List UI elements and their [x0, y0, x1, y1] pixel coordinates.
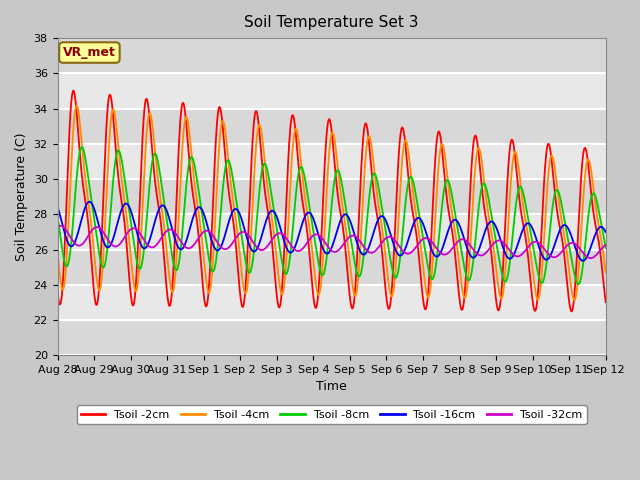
Tsoil -2cm	[69, 88, 77, 94]
Tsoil -8cm	[78, 144, 86, 150]
X-axis label: Time: Time	[316, 381, 347, 394]
Title: Soil Temperature Set 3: Soil Temperature Set 3	[244, 15, 419, 30]
Tsoil -32cm	[491, 240, 499, 245]
Tsoil -8cm	[602, 245, 609, 251]
Tsoil -32cm	[348, 233, 355, 239]
Tsoil -4cm	[360, 187, 367, 193]
Tsoil -32cm	[54, 224, 61, 230]
Tsoil -32cm	[554, 253, 561, 259]
Tsoil -16cm	[348, 222, 355, 228]
Legend: Tsoil -2cm, Tsoil -4cm, Tsoil -8cm, Tsoil -16cm, Tsoil -32cm: Tsoil -2cm, Tsoil -4cm, Tsoil -8cm, Tsoi…	[77, 405, 587, 424]
Bar	[58, 320, 605, 355]
Tsoil -32cm	[360, 243, 367, 249]
Tsoil -4cm	[491, 256, 499, 262]
Tsoil -16cm	[86, 199, 93, 204]
Tsoil -4cm	[602, 269, 609, 275]
Line: Tsoil -4cm: Tsoil -4cm	[58, 106, 605, 300]
Tsoil -32cm	[587, 255, 595, 261]
Tsoil -16cm	[602, 229, 609, 235]
Text: VR_met: VR_met	[63, 46, 116, 59]
Tsoil -16cm	[207, 235, 214, 240]
Line: Tsoil -8cm: Tsoil -8cm	[58, 147, 605, 284]
Tsoil -16cm	[491, 222, 499, 228]
Tsoil -16cm	[54, 204, 61, 210]
Tsoil -4cm	[554, 187, 561, 192]
Tsoil -8cm	[569, 263, 577, 268]
Tsoil -2cm	[554, 211, 561, 216]
Tsoil -8cm	[575, 281, 582, 287]
Tsoil -8cm	[54, 213, 61, 219]
Tsoil -8cm	[207, 264, 214, 270]
Tsoil -8cm	[360, 254, 367, 260]
Tsoil -32cm	[569, 240, 577, 246]
Tsoil -8cm	[491, 233, 499, 239]
Tsoil -2cm	[491, 288, 499, 293]
Bar	[58, 179, 605, 214]
Line: Tsoil -16cm: Tsoil -16cm	[58, 202, 605, 261]
Tsoil -16cm	[554, 233, 561, 239]
Tsoil -2cm	[602, 299, 609, 305]
Y-axis label: Soil Temperature (C): Soil Temperature (C)	[15, 132, 28, 261]
Tsoil -4cm	[569, 293, 577, 299]
Tsoil -2cm	[54, 288, 61, 294]
Tsoil -2cm	[207, 254, 214, 260]
Tsoil -32cm	[602, 242, 609, 248]
Line: Tsoil -2cm: Tsoil -2cm	[58, 91, 605, 312]
Tsoil -4cm	[54, 249, 61, 254]
Tsoil -16cm	[579, 258, 587, 264]
Tsoil -16cm	[569, 237, 577, 243]
Tsoil -2cm	[568, 309, 575, 314]
Tsoil -4cm	[73, 103, 81, 108]
Bar	[58, 108, 605, 144]
Tsoil -8cm	[348, 240, 355, 246]
Tsoil -2cm	[360, 132, 367, 138]
Tsoil -2cm	[348, 304, 355, 310]
Tsoil -4cm	[348, 275, 355, 281]
Tsoil -8cm	[554, 187, 561, 193]
Tsoil -32cm	[57, 223, 65, 228]
Tsoil -2cm	[569, 305, 577, 311]
Tsoil -4cm	[571, 297, 579, 303]
Tsoil -4cm	[207, 284, 214, 290]
Tsoil -16cm	[360, 252, 367, 257]
Tsoil -32cm	[207, 230, 214, 236]
Bar	[58, 250, 605, 285]
Bar	[58, 38, 605, 73]
Line: Tsoil -32cm: Tsoil -32cm	[58, 226, 605, 258]
